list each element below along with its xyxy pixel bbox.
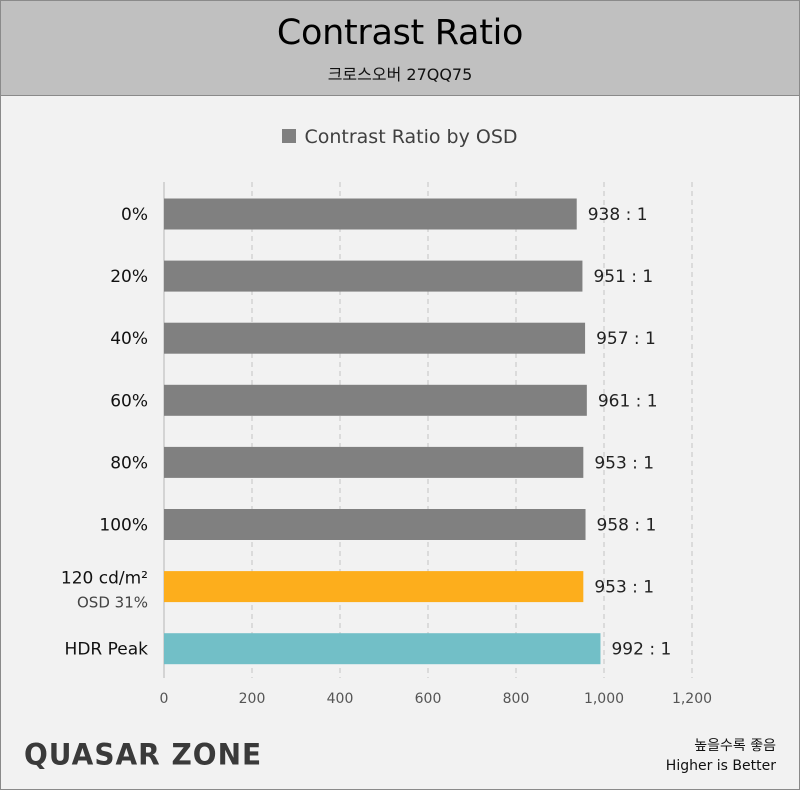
chart-legend: Contrast Ratio by OSD — [0, 126, 800, 148]
value-label: 957 : 1 — [596, 329, 656, 349]
category-label: 120 cd/m² — [61, 569, 148, 589]
bar — [164, 446, 584, 478]
quasarzone-logo: QUASAR ZONE — [24, 737, 263, 772]
category-label: 0% — [121, 205, 148, 225]
value-label: 953 : 1 — [594, 453, 654, 473]
note-english: Higher is Better — [665, 758, 776, 774]
legend-label: Contrast Ratio by OSD — [304, 126, 518, 148]
bar — [164, 198, 577, 230]
value-label: 938 : 1 — [588, 205, 648, 225]
category-label: 60% — [110, 391, 148, 411]
value-label: 953 : 1 — [594, 578, 654, 598]
bar — [164, 384, 587, 416]
chart-subtitle: 크로스오버 27QQ75 — [327, 65, 473, 84]
x-tick-label: 400 — [327, 691, 354, 707]
x-tick-label: 800 — [503, 691, 530, 707]
category-label: 40% — [110, 329, 148, 349]
bar — [164, 571, 584, 603]
value-label: 958 : 1 — [597, 516, 657, 536]
bar — [164, 509, 586, 540]
category-label: HDR Peak — [65, 640, 149, 660]
value-label: 951 : 1 — [593, 267, 653, 287]
bar — [164, 322, 586, 354]
x-tick-label: 200 — [239, 691, 266, 707]
bar-chart: 0 200 400 600 800 1,000 1,200 0% 938 : 1 20% 951 :… — [61, 182, 712, 707]
bar — [164, 633, 601, 665]
legend-swatch — [282, 129, 297, 143]
x-tick-label: 1,200 — [672, 691, 712, 707]
higher-is-better-note: 높을수록 좋음 Higher is Better — [666, 736, 776, 776]
x-tick-label: 1,000 — [584, 691, 624, 707]
chart-title: Contrast Ratio — [276, 13, 524, 53]
x-tick-label: 0 — [160, 691, 169, 707]
category-label: 20% — [110, 267, 148, 287]
value-label: 961 : 1 — [598, 391, 658, 411]
note-korean: 높을수록 좋음 — [694, 738, 776, 754]
category-label: 100% — [99, 516, 148, 536]
chart-header: Contrast Ratio 크로스오버 27QQ75 — [1, 1, 799, 96]
value-label: 992 : 1 — [611, 640, 671, 660]
category-sublabel: OSD 31% — [77, 594, 148, 612]
x-tick-label: 600 — [415, 691, 442, 707]
bar — [164, 260, 583, 292]
category-label: 80% — [110, 453, 148, 473]
